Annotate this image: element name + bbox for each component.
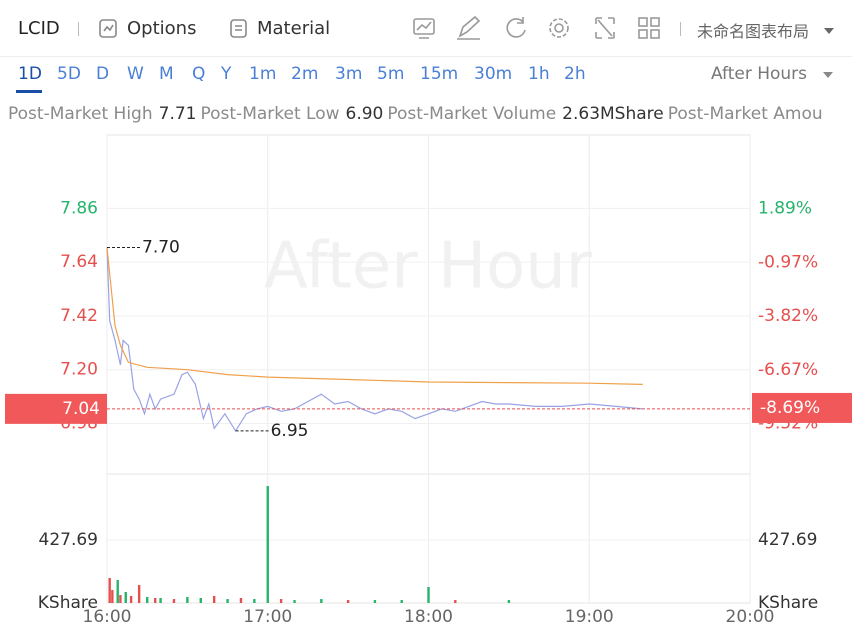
annotation-label: 7.70 xyxy=(142,237,180,257)
stats-bar: Post-Market High 7.71 Post-Market Low 6.90 P… xyxy=(0,96,852,132)
separator xyxy=(78,22,79,36)
x-tick-label: 17:00 xyxy=(243,607,292,627)
last-change-box xyxy=(752,392,852,423)
stat-value: 7.71 xyxy=(158,104,197,124)
y2-tick-label: -0.97% xyxy=(758,252,818,272)
active-underline xyxy=(16,90,42,93)
separator xyxy=(680,22,681,36)
volume-bar xyxy=(239,597,243,603)
options-button[interactable]: Options xyxy=(127,18,197,39)
y2-tick-label: 1.89% xyxy=(758,198,812,218)
volume-bar xyxy=(400,600,403,603)
stat-label: Post-Market Volume xyxy=(387,104,557,124)
volume-bar xyxy=(159,597,162,603)
timeframe-tab[interactable]: 2m xyxy=(291,64,319,84)
volume-bar xyxy=(226,599,229,603)
stat-value: 2.63MShare xyxy=(562,104,664,124)
volume-bar xyxy=(373,600,377,603)
volume-bar xyxy=(145,596,149,603)
chart: After Hour 16:00 17:00 18:00 19:00 20:007.86… xyxy=(5,134,852,627)
last-price-box xyxy=(5,393,107,424)
volume-bar xyxy=(111,590,114,603)
stat-value: 6.90 xyxy=(345,104,384,124)
volume-bar xyxy=(212,595,216,603)
timeframe-bar: 1D 5D D W M Q Y 1m 2m 3m 5m 15m 30m 1h 2h After Hours xyxy=(0,56,852,94)
volume-tick-label: 427.69 xyxy=(758,530,817,550)
timeframe-tab[interactable]: M xyxy=(159,64,174,84)
material-icon xyxy=(230,19,247,38)
x-tick-label: 19:00 xyxy=(565,607,614,627)
volume-tick-label: 427.69 xyxy=(39,530,98,550)
dropdown-arrow xyxy=(824,28,834,39)
timeframe-tab[interactable]: Y xyxy=(221,64,232,84)
timeframe-tab[interactable]: 3m xyxy=(335,64,363,84)
session-select[interactable]: After Hours xyxy=(711,64,808,84)
volume-bar xyxy=(124,591,127,603)
timeframe-tab[interactable]: W xyxy=(127,64,144,84)
last-price-label: 7.04 xyxy=(62,399,100,419)
y2-tick-label: -3.82% xyxy=(758,306,818,326)
volume-bar xyxy=(172,599,176,603)
tool-icons xyxy=(413,15,660,40)
stat-label: Post-Market High xyxy=(8,104,153,124)
timeframe-tab[interactable]: 5m xyxy=(377,64,405,84)
y-tick-label: 7.20 xyxy=(60,360,98,380)
volume-bar xyxy=(266,486,269,603)
volume-bar xyxy=(119,595,122,603)
volume-bar xyxy=(320,599,323,603)
timeframe-tab[interactable]: 2h xyxy=(564,64,586,84)
annotation-label: 6.95 xyxy=(271,421,309,441)
volume-bar xyxy=(253,599,256,603)
price-line xyxy=(106,247,643,385)
volume-bar xyxy=(346,600,350,603)
timeframe-tab[interactable]: 15m xyxy=(420,64,459,84)
volume-tick-label: KShare xyxy=(758,593,818,613)
y-tick-label: 7.86 xyxy=(60,198,98,218)
volume-bar xyxy=(427,586,430,603)
volume-tick-label: KShare xyxy=(38,593,98,613)
timeframe-tab[interactable]: D xyxy=(96,64,110,84)
last-change-label: -8.69% xyxy=(760,398,820,418)
volume-bar xyxy=(129,595,133,603)
y-tick-label: 7.64 xyxy=(60,252,98,272)
volume-bar xyxy=(279,599,283,603)
toolbar: LCID Options Material 未命名图表布局 xyxy=(0,0,852,57)
timeframe-tab[interactable]: 30m xyxy=(474,64,513,84)
volume-bar xyxy=(454,600,457,603)
timeframe-tab[interactable]: 1h xyxy=(528,64,550,84)
timeframe-tab[interactable]: 5D xyxy=(57,64,81,84)
x-tick-label: 18:00 xyxy=(404,607,453,627)
timeframe-tab[interactable]: 1m xyxy=(249,64,277,84)
volume-bar xyxy=(154,597,157,603)
timeframe-tab[interactable]: Q xyxy=(192,64,206,84)
volume-bar xyxy=(199,597,202,603)
layout-menu[interactable]: 未命名图表布局 xyxy=(697,22,810,41)
stat-label: Post-Market Low xyxy=(200,104,340,124)
x-tick-label: 16:00 xyxy=(83,607,132,627)
options-icon xyxy=(99,19,117,38)
volume-bar xyxy=(293,600,296,603)
stats: Post-Market High 7.71 Post-Market Low 6.90 P… xyxy=(8,104,823,124)
material-button[interactable]: Material xyxy=(257,18,331,39)
x-tick-label: 20:00 xyxy=(726,607,775,627)
symbol[interactable]: LCID xyxy=(18,18,60,39)
volume-bar xyxy=(186,596,189,603)
stat-label: Post-Market Amou xyxy=(667,104,823,124)
y-tick-label: 7.42 xyxy=(60,306,98,326)
volume-bar xyxy=(108,577,111,603)
volume-bar xyxy=(116,580,119,603)
y2-tick-label: -6.67% xyxy=(758,360,818,380)
volume-bar xyxy=(137,585,141,603)
timeframe-tab[interactable]: 1D xyxy=(18,64,42,84)
volume-bar xyxy=(507,600,511,603)
dropdown-arrow xyxy=(823,72,833,83)
